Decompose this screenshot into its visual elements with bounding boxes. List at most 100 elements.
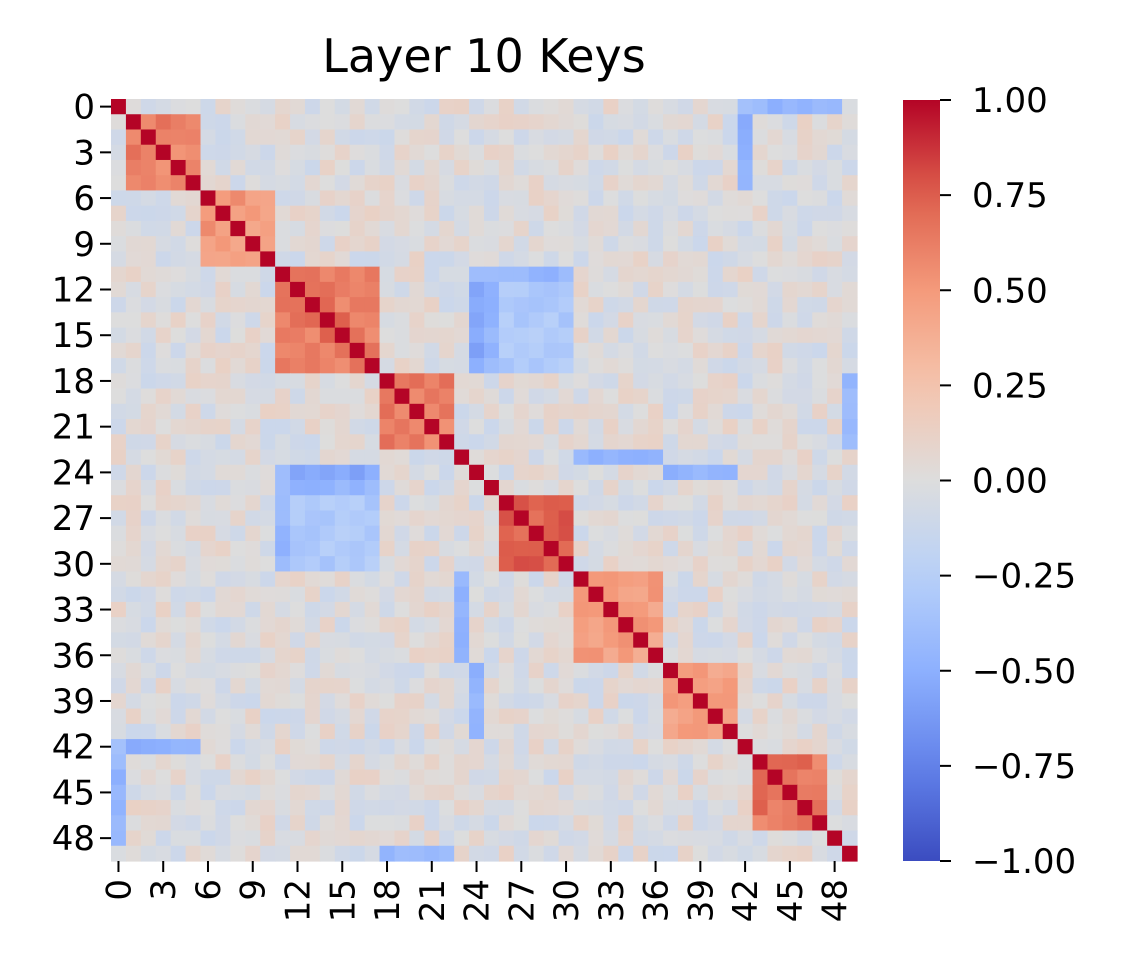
heatmap-cell [304, 312, 321, 329]
heatmap-cell [677, 662, 694, 679]
heatmap-cell [439, 647, 455, 664]
heatmap-cell [737, 114, 754, 131]
heatmap-cell [140, 662, 157, 679]
heatmap-cell [364, 571, 381, 588]
heatmap-cell [155, 662, 172, 679]
y-tick-label: 30 [52, 545, 95, 585]
heatmap-cell [797, 678, 813, 694]
heatmap-cell [200, 540, 217, 557]
heatmap-cell [797, 297, 813, 313]
heatmap-cell [334, 464, 351, 481]
heatmap-cell [603, 464, 619, 481]
heatmap-cell [707, 388, 724, 405]
heatmap-cell [797, 99, 813, 115]
heatmap-cell [334, 815, 351, 832]
heatmap-cell [379, 327, 396, 344]
heatmap-cell [469, 556, 485, 573]
heatmap-cell [394, 723, 410, 740]
heatmap-cell [648, 342, 664, 359]
heatmap-cell [737, 784, 754, 801]
heatmap-cell [603, 358, 619, 374]
heatmap-cell [319, 342, 336, 359]
heatmap-cell [707, 297, 724, 313]
heatmap-cell [275, 129, 291, 146]
y-tick-label: 36 [52, 636, 95, 676]
heatmap-cell [722, 312, 739, 329]
heatmap-cell [469, 769, 485, 786]
y-tick-label: 48 [52, 819, 95, 859]
heatmap-cell [797, 220, 813, 237]
heatmap-cell [349, 601, 366, 618]
heatmap-cell [812, 449, 828, 466]
heatmap-cell [364, 297, 381, 313]
heatmap-cell [140, 175, 157, 192]
heatmap-cell [424, 754, 440, 771]
x-tick-label: 39 [681, 879, 721, 922]
heatmap-cell [827, 358, 843, 374]
heatmap-cell [111, 205, 127, 222]
heatmap-cell [170, 281, 187, 298]
heatmap-cell [767, 647, 783, 664]
heatmap-cell [454, 815, 470, 832]
heatmap-cell [663, 312, 679, 329]
heatmap-cell [125, 800, 142, 816]
heatmap-cell [543, 403, 560, 420]
heatmap-cell [558, 373, 575, 390]
heatmap-cell [394, 373, 410, 390]
heatmap-cell [245, 708, 261, 725]
heatmap-cell [379, 144, 396, 161]
heatmap-cell [558, 754, 575, 771]
heatmap-cell [797, 129, 813, 146]
heatmap-cell [200, 251, 217, 268]
heatmap-cell [424, 556, 440, 573]
heatmap-cell [782, 175, 798, 192]
heatmap-cell [663, 586, 679, 603]
heatmap-cell [648, 175, 664, 192]
heatmap-cell [513, 647, 530, 664]
heatmap-cell [409, 190, 425, 207]
heatmap-cell [767, 739, 783, 755]
heatmap-cell [498, 540, 515, 557]
heatmap-cell [304, 510, 321, 527]
heatmap-cell [484, 144, 500, 161]
heatmap-cell [290, 540, 306, 557]
heatmap-cell [737, 388, 754, 405]
heatmap-cell [573, 403, 590, 420]
heatmap-cell [349, 220, 366, 237]
heatmap-cell [290, 723, 306, 740]
heatmap-cell [513, 708, 530, 725]
heatmap-cell [200, 434, 217, 451]
heatmap-cell [304, 190, 321, 207]
heatmap-cell [215, 510, 231, 527]
heatmap-cell [439, 388, 455, 405]
heatmap-cell [290, 419, 306, 435]
heatmap-cell [409, 388, 425, 405]
heatmap-cell [454, 297, 470, 313]
heatmap-cell [185, 220, 202, 237]
heatmap-cell [334, 510, 351, 527]
heatmap-cell [290, 312, 306, 329]
heatmap-cell [618, 266, 634, 283]
heatmap-cell [498, 129, 515, 146]
heatmap-cell [528, 281, 545, 298]
heatmap-cell [394, 266, 410, 283]
heatmap-cell [782, 129, 798, 146]
heatmap-cell [558, 708, 575, 725]
heatmap-cell [275, 601, 291, 618]
heatmap-cell [304, 99, 321, 115]
heatmap-cell [215, 388, 231, 405]
heatmap-cell [782, 220, 798, 237]
heatmap-cell [722, 419, 739, 435]
heatmap-cell [200, 388, 217, 405]
heatmap-cell [275, 647, 291, 664]
heatmap-cell [588, 632, 604, 649]
heatmap-cell [245, 281, 261, 298]
heatmap-cell [260, 129, 276, 146]
heatmap-cell [185, 540, 202, 557]
heatmap-cell [275, 175, 291, 192]
heatmap-cell [648, 693, 664, 710]
heatmap-cell [737, 419, 754, 435]
heatmap-cell [677, 739, 694, 755]
heatmap-cell [513, 281, 530, 298]
heatmap-cell [752, 693, 769, 710]
